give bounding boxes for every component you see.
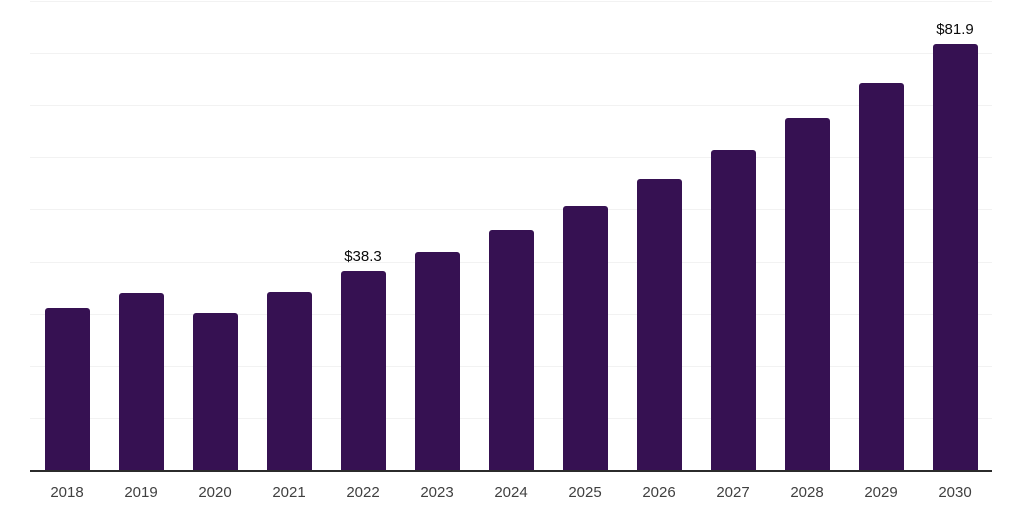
bar-2018 <box>44 308 90 471</box>
gridline-70 <box>30 105 992 107</box>
bar-value-label-2030: $81.9 <box>936 21 974 39</box>
bar-2028 <box>784 118 830 471</box>
bar-group-2024 <box>474 2 548 471</box>
bar-group-2021 <box>252 2 326 471</box>
plot-area: $38.3 $81.9 <box>30 1 992 471</box>
gridline-90 <box>30 1 992 2</box>
bar-group-2019 <box>104 2 178 471</box>
x-tick-label-2019: 2019 <box>124 484 158 501</box>
bar-group-2022: $38.3 <box>326 2 400 471</box>
x-tick-label-2024: 2024 <box>494 484 528 501</box>
x-tick-label-2018: 2018 <box>50 484 84 501</box>
bar-2019 <box>118 293 164 471</box>
bar-group-2028 <box>770 2 844 471</box>
bar-group-2026 <box>622 2 696 471</box>
bar-group-2018 <box>30 2 104 471</box>
gridline-80 <box>30 53 992 55</box>
x-tick-label-2029: 2029 <box>864 484 898 501</box>
x-tick-label-2026: 2026 <box>642 484 676 501</box>
x-tick-label-2023: 2023 <box>420 484 454 501</box>
x-tick-label-2028: 2028 <box>790 484 824 501</box>
bar-group-2023 <box>400 2 474 471</box>
bar-group-2025 <box>548 2 622 471</box>
x-tick-label-2020: 2020 <box>198 484 232 501</box>
bar-2020 <box>192 312 238 471</box>
x-tick-label-2027: 2027 <box>716 484 750 501</box>
bar-2030 <box>932 44 978 471</box>
x-tick-label-2030: 2030 <box>938 484 972 501</box>
x-tick-label-2021: 2021 <box>272 484 306 501</box>
gridline-60 <box>30 157 992 159</box>
bar-2021 <box>266 291 312 471</box>
bar-2025 <box>562 205 608 471</box>
bar-group-2029 <box>844 2 918 471</box>
bar-value-label-2022: $38.3 <box>344 248 382 266</box>
x-axis-labels: 2018 2019 2020 2021 2022 2023 2024 2025 2026 2027… <box>30 484 992 501</box>
bar-group-2020 <box>178 2 252 471</box>
bar-2022 <box>340 271 386 471</box>
bar-2027 <box>710 150 756 471</box>
x-axis-line <box>30 470 992 472</box>
bar-2029 <box>858 82 904 471</box>
bar-2024 <box>488 229 534 471</box>
x-tick-label-2025: 2025 <box>568 484 602 501</box>
bars-container: $38.3 $81.9 <box>30 2 992 471</box>
gridline-50 <box>30 209 992 211</box>
x-tick-label-2022: 2022 <box>346 484 380 501</box>
bar-2026 <box>636 179 682 471</box>
bar-group-2030: $81.9 <box>918 2 992 471</box>
bar-2023 <box>414 251 460 471</box>
bar-group-2027 <box>696 2 770 471</box>
